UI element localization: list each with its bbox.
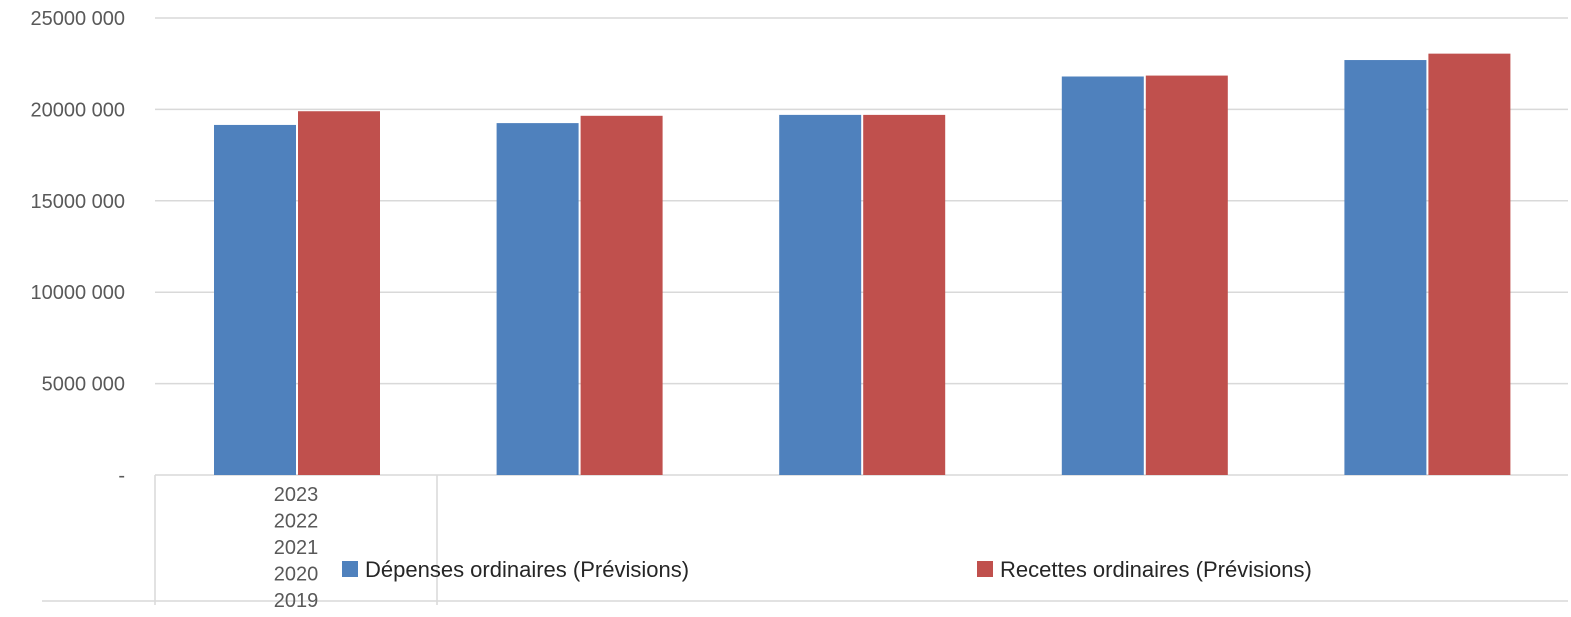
category-label: 2020 [274,564,319,586]
category-label: 2019 [274,590,319,612]
y-tick-label: - [118,465,125,487]
category-table: 2023 2022 2021 2020 2019 [42,475,1568,612]
bar-2022-series-1 [1145,75,1228,475]
bar-2019-series-1 [298,111,380,475]
y-tick-label: 25000 000 [30,8,125,30]
bar-2023-series-1 [1428,53,1511,476]
gridlines [155,17,1568,476]
y-tick-label: 5000 000 [42,374,125,396]
bar-2020-series-0 [496,123,579,476]
legend-label-0: Dépenses ordinaires (Prévisions) [365,557,689,582]
bar-2023-series-0 [1344,60,1427,475]
category-label: 2022 [274,511,319,533]
bar-2021-series-1 [863,114,946,475]
category-label: 2023 [274,484,319,506]
bar-2021-series-0 [779,114,862,475]
legend-label-1: Recettes ordinaires (Prévisions) [1000,557,1312,582]
y-tick-label: 20000 000 [30,99,125,121]
category-label: 2021 [274,537,319,559]
legend-swatch-1 [977,561,993,577]
bar-2019-series-0 [214,124,296,476]
bars [214,53,1511,476]
y-tick-label: 15000 000 [30,191,125,213]
legend-swatch-0 [342,561,358,577]
legend: Dépenses ordinaires (Prévisions) Recettes… [342,557,1312,582]
bar-2020-series-1 [580,115,663,475]
y-tick-label: 10000 000 [30,282,125,304]
bar-2022-series-0 [1061,76,1144,475]
y-axis-tick-labels: - 5000 000 10000 000 15000 000 20000 000 2500… [30,8,125,487]
